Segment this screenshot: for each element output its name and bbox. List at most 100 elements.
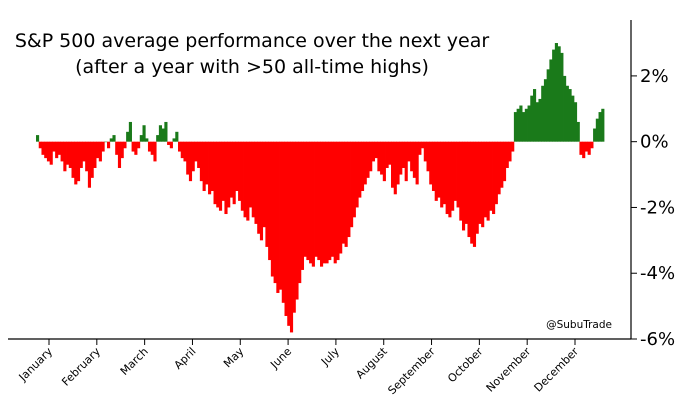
bar — [60, 141, 64, 162]
bar — [478, 141, 482, 224]
bar — [112, 135, 116, 142]
bar — [188, 141, 193, 182]
bar — [126, 131, 130, 142]
bar — [320, 141, 324, 267]
bar — [437, 141, 441, 198]
bar — [240, 141, 244, 211]
x-tick-label: November — [484, 345, 534, 395]
x-tick-label: August — [353, 344, 390, 381]
bar — [232, 141, 236, 205]
bar — [445, 141, 449, 215]
bar — [41, 141, 45, 155]
bar — [74, 141, 78, 185]
bar — [284, 141, 288, 316]
bar — [175, 131, 179, 142]
bar — [123, 141, 127, 149]
bar — [371, 141, 376, 162]
bar — [191, 141, 195, 172]
bar — [543, 79, 548, 142]
bar — [216, 141, 220, 208]
bar — [385, 141, 389, 168]
bar — [180, 141, 184, 159]
bar — [481, 141, 485, 228]
bar — [568, 89, 572, 142]
bar — [292, 141, 296, 313]
bar — [109, 138, 113, 142]
bar — [281, 141, 285, 303]
bar — [434, 141, 438, 201]
bar — [563, 75, 567, 142]
bar — [322, 141, 326, 264]
bar — [199, 141, 203, 182]
bar — [131, 141, 135, 152]
bar — [254, 141, 258, 224]
bar — [164, 121, 168, 142]
bar — [208, 141, 212, 195]
bar — [210, 141, 214, 192]
bar — [582, 141, 586, 159]
bar — [440, 141, 444, 208]
bar — [36, 135, 40, 142]
bar — [442, 141, 447, 205]
bar — [279, 141, 283, 290]
bar — [407, 141, 411, 162]
bar — [96, 141, 100, 159]
bar — [391, 141, 395, 188]
bar — [524, 108, 528, 142]
bar — [565, 85, 569, 142]
bar — [63, 141, 67, 172]
bar — [259, 141, 264, 241]
bar — [486, 141, 490, 221]
bar — [363, 141, 367, 185]
bar — [76, 141, 81, 182]
bar — [325, 141, 329, 264]
bar — [451, 141, 455, 211]
bar — [366, 141, 370, 178]
x-tick-label: May — [221, 345, 247, 371]
bar — [355, 141, 359, 208]
bar — [459, 141, 463, 221]
bar — [147, 141, 152, 152]
bar — [519, 105, 523, 142]
bar — [87, 141, 92, 188]
bar — [169, 141, 173, 149]
bar — [513, 112, 518, 142]
bar — [595, 118, 599, 142]
bar — [393, 141, 397, 195]
bar — [82, 141, 86, 162]
bar — [470, 141, 474, 244]
bar — [573, 102, 578, 142]
bar — [314, 141, 318, 257]
bar — [489, 141, 493, 211]
bar — [527, 105, 531, 142]
bar — [516, 108, 520, 142]
bar — [538, 98, 542, 142]
bar — [156, 135, 160, 142]
bar — [598, 112, 602, 142]
bar — [107, 141, 111, 149]
bar — [251, 141, 255, 218]
bar — [464, 141, 468, 224]
bar — [412, 141, 416, 178]
watermark: @SubuTrade — [546, 319, 612, 331]
bar — [492, 141, 496, 215]
bar — [399, 141, 403, 175]
bar — [530, 95, 534, 142]
bar — [153, 141, 157, 162]
bar — [426, 141, 430, 172]
bar — [456, 141, 460, 208]
bar — [85, 141, 89, 172]
bar — [467, 141, 471, 238]
bar — [238, 141, 242, 201]
bar — [224, 141, 228, 215]
bar — [410, 141, 414, 172]
bar — [268, 141, 272, 261]
bar — [246, 141, 250, 221]
bar — [93, 141, 97, 168]
y-tick-label: -4% — [640, 263, 675, 284]
bar — [344, 141, 348, 247]
bar — [145, 138, 149, 142]
bar — [128, 121, 132, 142]
bars-group — [36, 43, 605, 333]
